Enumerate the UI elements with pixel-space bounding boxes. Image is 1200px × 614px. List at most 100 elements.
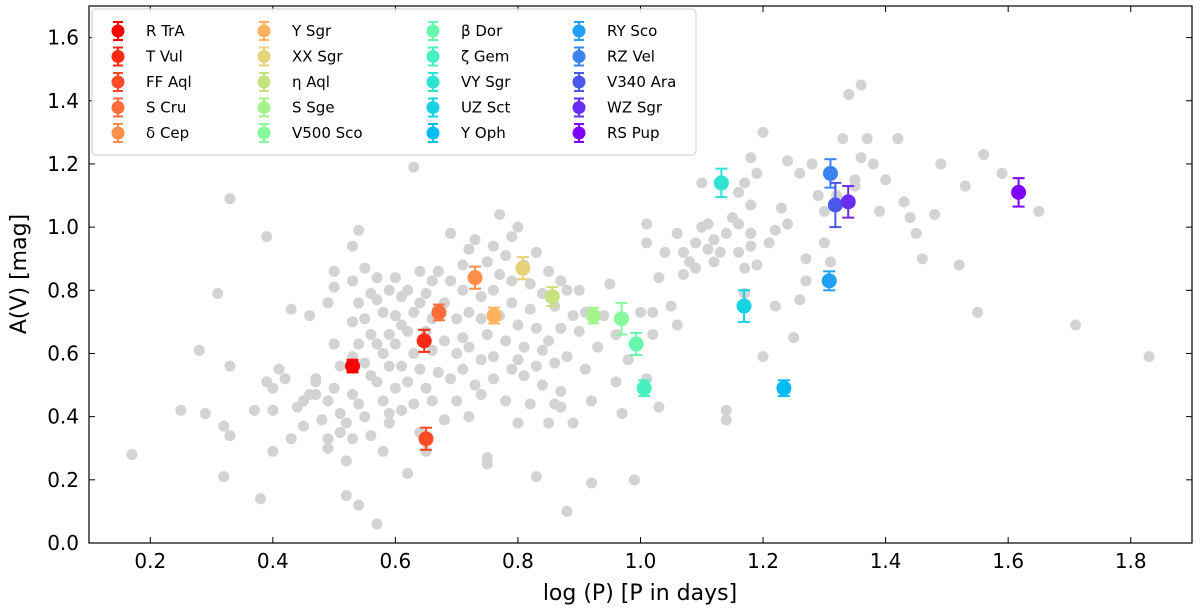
series-point-19 <box>1011 177 1027 208</box>
background-point <box>267 445 279 457</box>
background-point <box>346 240 358 252</box>
background-point <box>377 347 389 359</box>
background-point <box>463 411 475 423</box>
background-point <box>530 322 542 334</box>
background-point <box>322 442 334 454</box>
legend-marker <box>572 75 586 89</box>
background-point <box>812 190 824 202</box>
background-point <box>604 278 616 290</box>
series-point-5 <box>486 306 502 325</box>
background-point <box>340 417 352 429</box>
data-point <box>585 308 601 324</box>
background-point <box>346 275 358 287</box>
background-point <box>193 344 205 356</box>
y-tick-label: 1.2 <box>47 152 79 176</box>
background-point <box>916 253 928 265</box>
series-point-8 <box>585 306 601 325</box>
legend-marker <box>426 126 440 140</box>
background-point <box>708 234 720 246</box>
series-point-2 <box>418 426 434 451</box>
legend: R TrA T Vul FF Aql S Cru δ Cep Y Sgr XX Sgr η A… <box>91 8 697 156</box>
background-point <box>481 329 493 341</box>
background-point <box>671 227 683 239</box>
background-point <box>426 344 438 356</box>
background-point <box>285 303 297 315</box>
series-point-11 <box>636 379 652 398</box>
background-point <box>720 227 732 239</box>
series-point-10 <box>628 331 644 357</box>
background-point <box>647 329 659 341</box>
data-point <box>636 380 652 396</box>
background-point <box>959 180 971 192</box>
background-point <box>451 347 463 359</box>
background-point <box>371 272 383 284</box>
background-point <box>849 180 861 192</box>
background-point <box>696 177 708 189</box>
legend-entry: R TrA <box>111 21 185 41</box>
background-point <box>653 272 665 284</box>
background-point <box>769 224 781 236</box>
series-point-15 <box>821 270 837 292</box>
y-tick-label: 0.6 <box>47 341 79 365</box>
background-point <box>702 218 714 230</box>
background-point <box>389 310 401 322</box>
x-tick-label: 1.8 <box>1115 549 1147 573</box>
background-point <box>457 332 469 344</box>
background-point <box>432 265 444 277</box>
background-point <box>757 351 769 363</box>
background-point <box>622 354 634 366</box>
background-point <box>457 259 469 271</box>
background-point <box>506 297 518 309</box>
background-point <box>794 167 806 179</box>
background-point <box>873 205 885 217</box>
series-point-1 <box>416 328 432 353</box>
legend-marker <box>257 50 271 63</box>
background-point <box>389 338 401 350</box>
background-point <box>671 319 683 331</box>
background-point <box>733 218 745 230</box>
background-point <box>420 445 432 457</box>
background-point <box>340 455 352 467</box>
background-point <box>389 382 401 394</box>
background-point <box>353 338 365 350</box>
background-point <box>304 310 316 322</box>
background-point <box>506 231 518 243</box>
background-point <box>745 227 757 239</box>
y-tick-label: 0.2 <box>47 468 79 492</box>
background-point <box>500 395 512 407</box>
legend-entry: β Dor <box>426 21 503 41</box>
background-point <box>310 389 322 401</box>
background-point <box>757 126 769 138</box>
background-point <box>353 297 365 309</box>
legend-label: T Vul <box>145 48 183 66</box>
background-point <box>567 310 579 322</box>
background-point <box>702 243 714 255</box>
background-point <box>659 246 671 258</box>
background-point <box>579 363 591 375</box>
background-point <box>800 275 812 287</box>
x-tick-label: 1.4 <box>870 549 902 573</box>
background-point <box>328 382 340 394</box>
legend-entry: T Vul <box>111 46 183 67</box>
legend-marker <box>426 50 440 63</box>
background-point <box>739 177 751 189</box>
background-point <box>720 404 732 416</box>
background-point <box>733 186 745 198</box>
background-point <box>843 88 855 100</box>
background-point <box>818 205 830 217</box>
background-point <box>248 404 260 416</box>
x-tick-label: 1.2 <box>747 549 779 573</box>
background-point <box>328 338 340 350</box>
data-point <box>713 175 729 191</box>
background-point <box>530 246 542 258</box>
background-point <box>524 398 536 410</box>
background-point <box>506 363 518 375</box>
background-point <box>451 313 463 325</box>
legend-marker <box>257 24 271 38</box>
background-point <box>800 253 812 265</box>
legend-marker <box>257 126 271 140</box>
background-point <box>377 395 389 407</box>
background-point <box>745 199 757 211</box>
background-point <box>788 332 800 344</box>
background-point <box>824 256 836 268</box>
